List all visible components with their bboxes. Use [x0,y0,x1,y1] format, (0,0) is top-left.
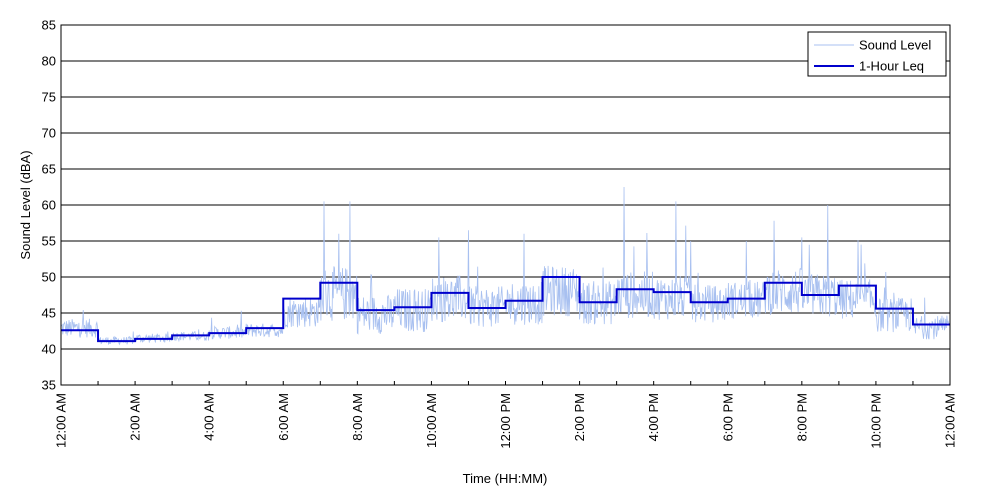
legend-label-1-hour-leq: 1-Hour Leq [859,59,924,74]
x-tick-label: 6:00 PM [720,393,735,441]
x-axis-label: Time (HH:MM) [463,471,548,486]
x-tick-label: 12:00 AM [943,393,958,448]
x-tick-label: 2:00 AM [128,393,143,441]
y-axis-label: Sound Level (dBA) [18,150,33,259]
x-tick-label: 4:00 AM [202,393,217,441]
series-1-hour-leq [61,276,950,343]
x-tick-label: 6:00 AM [276,393,291,441]
y-tick-label: 75 [42,90,56,105]
y-tick-label: 65 [42,162,56,177]
y-axis-ticks: 35 40 45 50 55 60 65 70 75 80 85 [42,18,65,393]
line-sound-level [60,186,951,346]
y-tick-label: 60 [42,198,56,213]
y-tick-label: 80 [42,54,56,69]
x-axis-ticks: 12:00 AM 2:00 AM 4:00 AM 6:00 AM 8:00 AM 10:0… [54,381,958,449]
gridlines [61,60,950,350]
x-tick-label: 12:00 AM [54,393,69,448]
x-tick-label: 10:00 PM [868,393,883,449]
x-tick-label: 12:00 PM [498,393,513,449]
y-tick-label: 55 [42,234,56,249]
x-tick-label: 4:00 PM [646,393,661,441]
y-tick-label: 35 [42,378,56,393]
x-tick-label: 10:00 AM [424,393,439,448]
y-tick-label: 50 [42,270,56,285]
series-sound-level [60,186,951,346]
y-tick-label: 85 [42,18,56,33]
line-1-hour-leq [61,276,950,343]
x-tick-label: 8:00 PM [794,393,809,441]
x-tick-label: 8:00 AM [350,393,365,441]
legend-box [807,31,947,77]
y-tick-label: 40 [42,342,56,357]
y-tick-label: 70 [42,126,56,141]
legend-label-sound-level: Sound Level [859,38,931,53]
legend: Sound Level 1-Hour Leq [807,31,947,77]
x-tick-label: 2:00 PM [572,393,587,441]
y-tick-label: 45 [42,306,56,321]
